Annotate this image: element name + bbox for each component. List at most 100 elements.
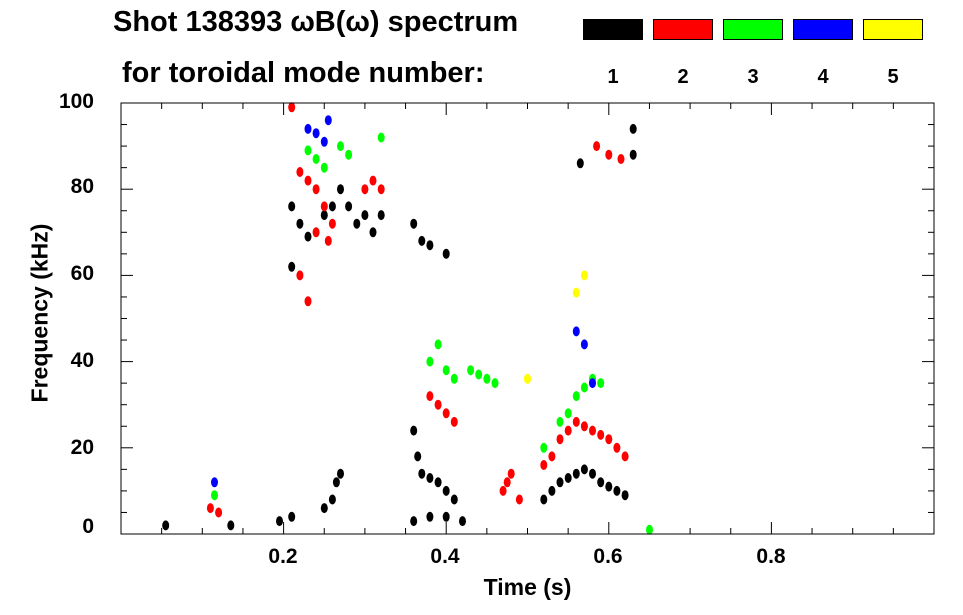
data-point-mode-2 (377, 184, 385, 195)
data-point-mode-1 (576, 158, 584, 169)
data-point-mode-2 (605, 149, 613, 160)
data-point-mode-1 (418, 468, 426, 479)
data-point-mode-3 (580, 382, 588, 393)
data-point-mode-3 (377, 132, 385, 143)
data-point-mode-2 (361, 184, 369, 195)
data-point-mode-2 (613, 442, 621, 453)
y-tick-label-20: 20 (70, 436, 94, 459)
data-point-mode-1 (442, 248, 450, 259)
data-point-mode-3 (345, 149, 353, 160)
data-point-mode-2 (324, 235, 332, 246)
data-point-mode-4 (580, 339, 588, 350)
x-tick-label-0.4: 0.4 (430, 545, 460, 568)
data-point-mode-4 (324, 115, 332, 126)
data-point-mode-1 (426, 240, 434, 251)
data-point-mode-1 (345, 201, 353, 212)
legend-label-mode-3: 3 (747, 66, 759, 88)
data-point-mode-2 (450, 416, 458, 427)
data-point-mode-1 (621, 490, 629, 501)
data-point-mode-1 (597, 477, 605, 488)
data-point-mode-1 (629, 123, 637, 134)
data-point-mode-1 (613, 485, 621, 496)
data-point-mode-1 (162, 520, 170, 531)
axis-ticks (121, 102, 934, 535)
data-point-mode-2 (426, 391, 434, 402)
y-tick-label-0: 0 (82, 515, 94, 538)
data-point-mode-2 (288, 102, 296, 113)
data-point-mode-3 (434, 339, 442, 350)
legend-swatch-mode-1 (583, 19, 643, 40)
data-point-mode-1 (288, 261, 296, 272)
data-point-mode-3 (564, 408, 572, 419)
data-point-mode-3 (450, 373, 458, 384)
data-point-mode-1 (580, 464, 588, 475)
data-point-mode-5 (580, 270, 588, 281)
data-point-mode-1 (328, 494, 336, 505)
data-point-mode-2 (304, 296, 312, 307)
data-point-mode-2 (442, 408, 450, 419)
data-marks (162, 102, 653, 535)
data-point-mode-2 (304, 175, 312, 186)
data-point-mode-1 (410, 425, 418, 436)
data-point-mode-3 (337, 141, 344, 152)
data-point-mode-2 (312, 184, 320, 195)
data-point-mode-1 (442, 511, 450, 522)
data-point-mode-3 (572, 391, 580, 402)
data-point-mode-3 (483, 373, 491, 384)
x-axis-label: Time (s) (483, 574, 572, 600)
data-point-mode-3 (304, 145, 312, 156)
data-point-mode-1 (434, 477, 442, 488)
data-point-mode-3 (597, 378, 605, 389)
data-point-mode-1 (426, 511, 434, 522)
data-point-mode-3 (556, 416, 564, 427)
data-point-mode-2 (296, 270, 304, 281)
data-point-mode-1 (276, 516, 283, 527)
data-point-mode-3 (467, 365, 475, 376)
data-point-mode-5 (524, 373, 531, 384)
data-point-mode-1 (377, 210, 385, 221)
data-point-mode-2 (328, 218, 336, 229)
data-point-mode-2 (556, 434, 564, 445)
data-point-mode-1 (556, 477, 564, 488)
data-point-mode-3 (426, 356, 434, 367)
legend-swatch-mode-3 (723, 19, 783, 40)
data-point-mode-1 (304, 231, 312, 242)
data-point-mode-1 (227, 520, 235, 531)
data-point-mode-1 (337, 184, 344, 195)
data-point-mode-1 (548, 485, 556, 496)
data-point-mode-1 (369, 227, 377, 238)
data-point-mode-2 (312, 227, 320, 238)
data-point-mode-1 (296, 218, 304, 229)
data-point-mode-1 (414, 451, 422, 462)
data-point-mode-2 (369, 175, 377, 186)
data-point-mode-2 (215, 507, 223, 518)
y-tick-label-60: 60 (70, 262, 94, 285)
data-point-mode-2 (499, 485, 507, 496)
y-tick-label-40: 40 (70, 349, 94, 372)
data-point-mode-2 (580, 421, 588, 432)
data-point-mode-1 (459, 516, 466, 527)
chart-title: Shot 138393 ωB(ω) spectrum (113, 6, 519, 38)
data-point-mode-4 (211, 477, 218, 488)
data-point-mode-2 (589, 425, 596, 436)
legend-swatch-mode-4 (793, 19, 853, 40)
data-point-mode-1 (450, 494, 458, 505)
x-tick-label-0.8: 0.8 (756, 545, 786, 568)
data-point-mode-3 (540, 442, 548, 453)
data-point-mode-2 (548, 451, 556, 462)
data-point-mode-1 (540, 494, 548, 505)
data-point-mode-3 (646, 524, 653, 535)
data-point-mode-2 (621, 451, 629, 462)
data-point-mode-1 (320, 503, 328, 514)
data-point-mode-2 (507, 468, 515, 479)
data-point-mode-3 (312, 154, 320, 164)
data-point-mode-3 (491, 378, 499, 389)
data-point-mode-1 (353, 218, 361, 229)
x-tick-label-0.2: 0.2 (268, 545, 298, 568)
data-point-mode-1 (361, 210, 369, 221)
legend-label-mode-4: 4 (817, 66, 829, 88)
data-point-mode-1 (288, 201, 296, 212)
data-point-mode-2 (593, 141, 601, 152)
data-point-mode-1 (418, 235, 426, 246)
